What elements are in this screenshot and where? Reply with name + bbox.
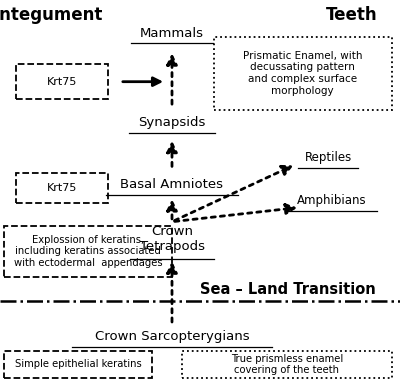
Bar xyxy=(16,64,108,99)
Bar xyxy=(4,351,152,378)
Bar xyxy=(16,173,108,203)
Text: Mammals: Mammals xyxy=(140,26,204,40)
Bar xyxy=(182,351,392,378)
Text: Synapsids: Synapsids xyxy=(138,116,206,129)
Text: Explossion of keratins,
including keratins associated
with ectodermal  appendage: Explossion of keratins, including kerati… xyxy=(14,235,162,268)
Text: Crown
Tetrapods: Crown Tetrapods xyxy=(140,225,204,253)
Text: Krt75: Krt75 xyxy=(47,183,77,193)
Text: Crown Sarcopterygians: Crown Sarcopterygians xyxy=(95,330,249,343)
Text: Krt75: Krt75 xyxy=(47,77,77,87)
Text: Basal Amniotes: Basal Amniotes xyxy=(120,178,224,191)
Text: Prismatic Enamel, with
decussating pattern
and complex surface
morphology: Prismatic Enamel, with decussating patte… xyxy=(243,51,362,96)
Text: Simple epithelial keratins: Simple epithelial keratins xyxy=(15,359,141,370)
Text: True prismless enamel
covering of the teeth: True prismless enamel covering of the te… xyxy=(231,354,343,375)
Text: Sea – Land Transition: Sea – Land Transition xyxy=(200,282,376,297)
Bar xyxy=(4,226,172,277)
Text: Amphibians: Amphibians xyxy=(297,194,367,207)
Text: Teeth: Teeth xyxy=(326,6,378,24)
Bar xyxy=(214,37,392,110)
Text: Integument: Integument xyxy=(0,6,103,24)
Text: Reptiles: Reptiles xyxy=(304,151,352,164)
